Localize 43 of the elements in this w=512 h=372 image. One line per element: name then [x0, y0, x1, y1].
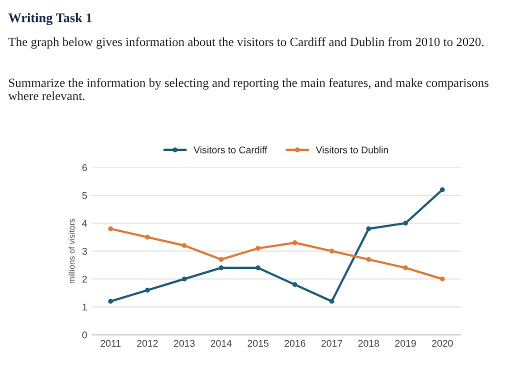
point: [145, 234, 150, 240]
point: [182, 276, 187, 282]
chart-title: Writing Task 1: [8, 13, 92, 26]
y-tick-label: 5: [82, 192, 87, 199]
y-tick-label: 6: [82, 164, 87, 172]
point: [145, 288, 150, 293]
chart-subtitle: The graph below gives information about the visitors to Cardiff and Dublin from 2010 to 2020.: [8, 37, 484, 49]
point: [256, 246, 260, 251]
point: [366, 257, 372, 262]
x-tick-label: 2015: [248, 340, 268, 347]
y-tick-label: 2: [82, 276, 87, 283]
x-tick-label: 2020: [432, 340, 453, 347]
point: [218, 257, 224, 262]
x-tick-label: 2018: [358, 340, 380, 347]
y-tick-label: 0: [82, 332, 87, 338]
y-tick-label: 4: [82, 220, 88, 227]
point: [182, 243, 187, 248]
y-axis-title: millions of visitors: [68, 218, 75, 284]
x-tick-label: 2016: [284, 340, 306, 347]
point: [329, 248, 334, 254]
point: [403, 265, 408, 270]
point: [329, 298, 334, 304]
point: [440, 187, 445, 192]
x-tick-label: 2012: [137, 340, 158, 347]
point: [292, 240, 298, 246]
y-tick-label: 3: [82, 248, 87, 255]
x-tick-label: 2011: [100, 340, 121, 347]
x-tick-label: 2014: [210, 340, 232, 347]
point: [403, 220, 408, 226]
point: [440, 276, 445, 282]
x-tick-label: 2013: [174, 340, 195, 347]
point: [366, 226, 372, 232]
point: [108, 298, 114, 304]
y-tick-label: 1: [82, 304, 87, 310]
point: [256, 265, 260, 270]
point: [292, 282, 298, 288]
x-tick-label: 2019: [395, 340, 416, 347]
point: [108, 226, 114, 232]
x-tick-label: 2017: [321, 340, 342, 347]
point: [218, 265, 224, 270]
legend-label: Visitors to Dublin: [316, 146, 388, 154]
legend-label: Visitors to Cardiff: [194, 146, 268, 154]
text: Summarize the information by selecting and reporting the main features, and make comparisons where relevant.: [8, 78, 488, 100]
